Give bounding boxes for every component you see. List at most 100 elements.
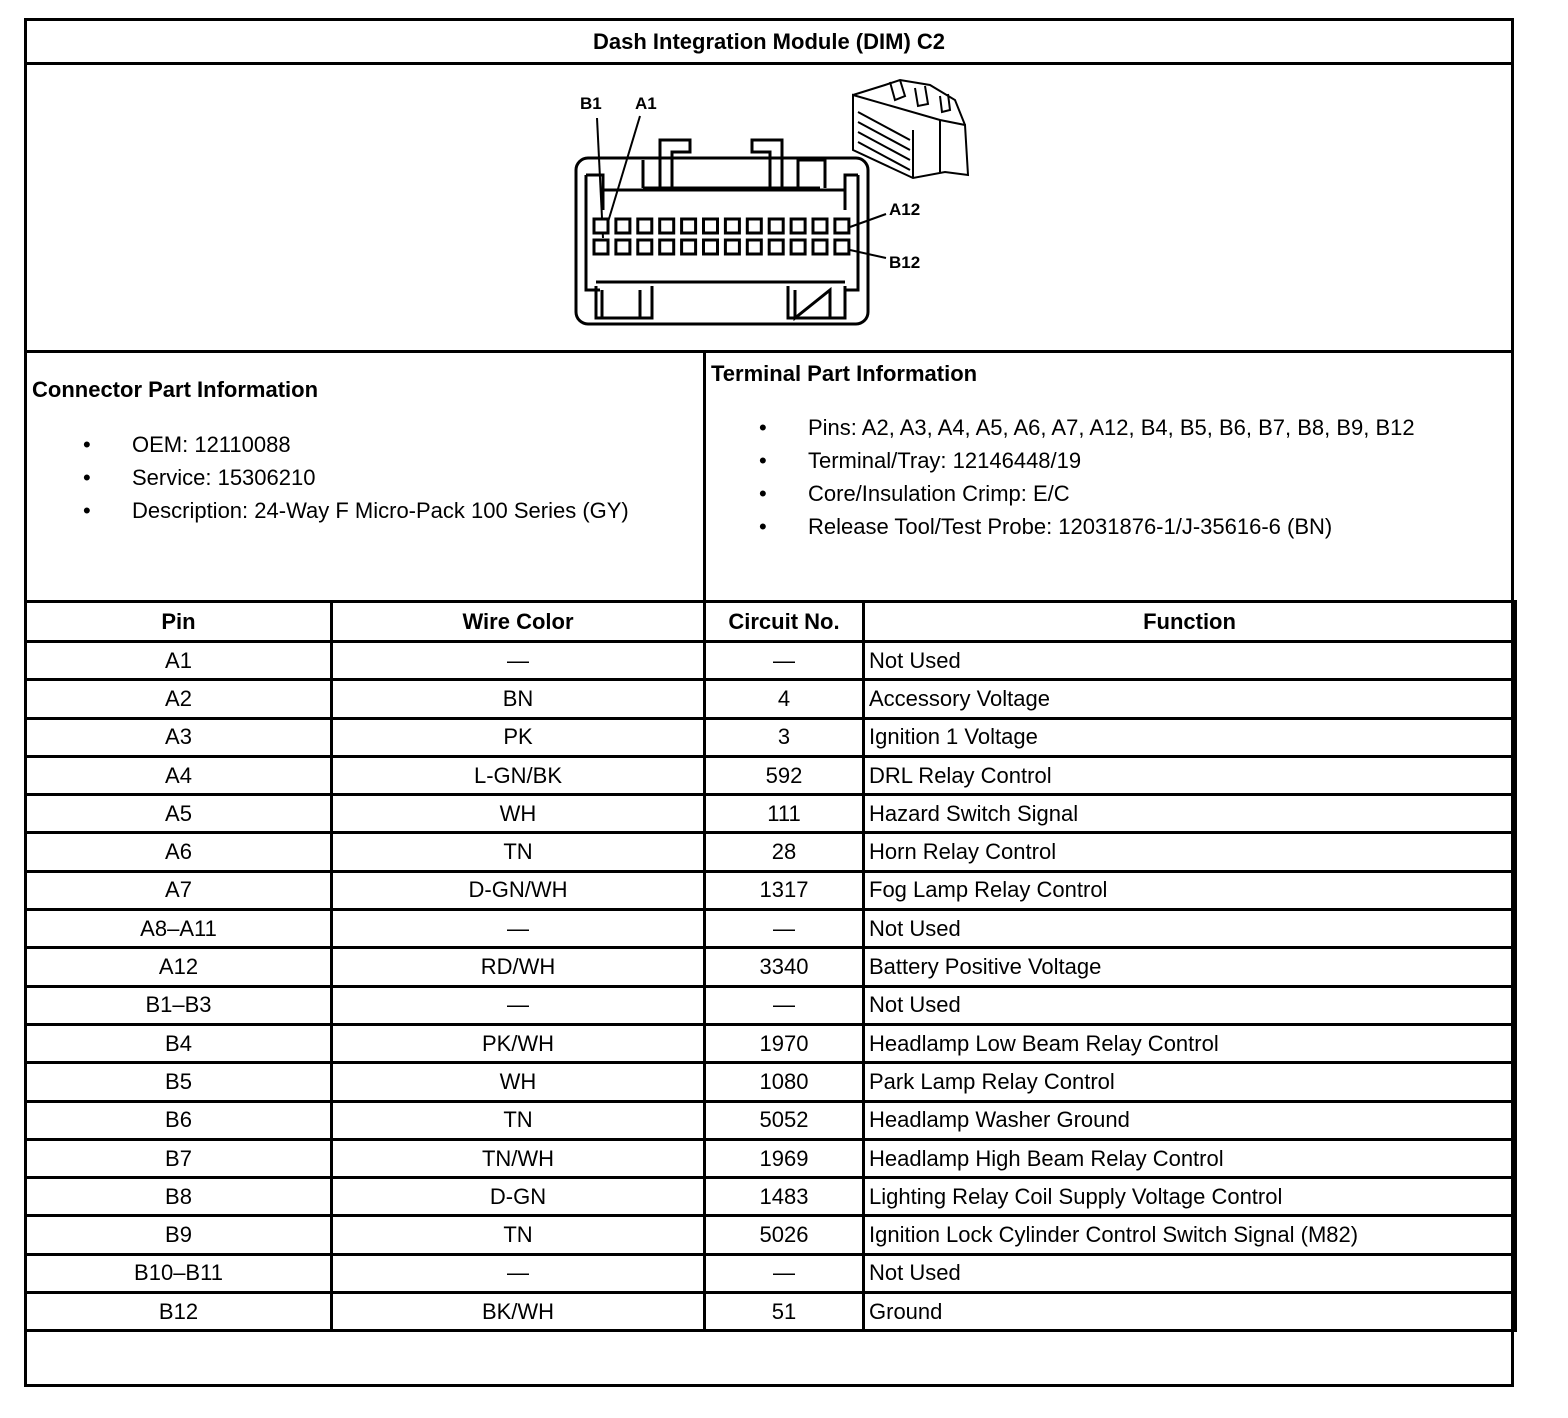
cell-wire-color: TN — [330, 1214, 706, 1256]
connector-diagram: B1 A1 A12 B12 — [27, 65, 1511, 353]
table-row: B5 WH 1080 Park Lamp Relay Control — [24, 1061, 1517, 1103]
pin-cavity — [767, 217, 785, 235]
cell-pin: A6 — [24, 831, 333, 873]
pin-cavity — [702, 217, 719, 235]
cell-function: Fog Lamp Relay Control — [862, 869, 1517, 912]
table-row: A4 L-GN/BK 592 DRL Relay Control — [24, 754, 1517, 797]
table-row: A8–A11— — Not Used — [24, 908, 1517, 950]
terminal-info-item: Pins: A2, A3, A4, A5, A6, A7, A12, B4, B… — [703, 411, 1415, 444]
label-a1: A1 — [635, 94, 657, 113]
table-header-row: Pin Wire Color Circuit No. Function — [24, 600, 1517, 643]
cell-wire-color: L-GN/BK — [330, 754, 706, 797]
cell-function: Ignition Lock Cylinder Control Switch Si… — [862, 1214, 1517, 1256]
table-row: B4 PK/WH 1970 Headlamp Low Beam Relay Contr… — [24, 1022, 1517, 1065]
pin-cavity — [811, 238, 829, 256]
connector-part-information: Connector Part Information OEM: 12110088… — [27, 353, 706, 603]
connector-info-item: OEM: 12110088 — [27, 428, 629, 461]
cell-circuit-no: 28 — [703, 831, 865, 873]
cell-pin: B5 — [24, 1061, 333, 1103]
pin-cavity — [636, 217, 654, 235]
cell-function: DRL Relay Control — [862, 754, 1517, 797]
label-b1: B1 — [580, 94, 602, 113]
terminal-info-item: Core/Insulation Crimp: E/C — [703, 477, 1415, 510]
cell-function: Not Used — [862, 639, 1517, 682]
pin-cavity — [680, 238, 698, 256]
connector-info-heading: Connector Part Information — [32, 377, 319, 402]
connector-housing-outline — [574, 156, 870, 326]
cell-circuit-no: 1317 — [703, 869, 865, 912]
cell-circuit-no: — — [703, 639, 865, 682]
header-wire-color: Wire Color — [330, 600, 706, 643]
terminal-info-item: Release Tool/Test Probe: 12031876-1/J-35… — [703, 510, 1415, 543]
cell-wire-color: PK/WH — [330, 1022, 706, 1065]
cell-pin: B9 — [24, 1214, 333, 1256]
cell-pin: A4 — [24, 754, 333, 797]
connector-info-list: OEM: 12110088 Service: 15306210 Descript… — [27, 428, 629, 527]
cell-circuit-no: — — [703, 908, 865, 950]
cell-pin: A2 — [24, 678, 333, 720]
cell-function: Headlamp Washer Ground — [862, 1099, 1517, 1141]
pin-cavity — [745, 217, 763, 235]
cell-function: Headlamp High Beam Relay Control — [862, 1137, 1517, 1180]
table-row: B7 TN/WH 1969 Headlamp High Beam Relay Cont… — [24, 1137, 1517, 1180]
cell-function: Headlamp Low Beam Relay Control — [862, 1022, 1517, 1065]
connector-info-item: Description: 24-Way F Micro-Pack 100 Ser… — [27, 494, 629, 527]
cell-pin: A3 — [24, 716, 333, 758]
pin-cavity — [767, 238, 785, 256]
label-a12: A12 — [889, 200, 920, 219]
table-row: A5 WH 111 Hazard Switch Signal — [24, 793, 1517, 835]
pin-cavity — [723, 238, 741, 256]
cell-pin: B12 — [24, 1291, 333, 1333]
cell-function: Lighting Relay Coil Supply Voltage Contr… — [862, 1176, 1517, 1218]
table-row: B6 TN 5052 Headlamp Washer Ground — [24, 1099, 1517, 1141]
table-row: A2 BN 4 Accessory Voltage — [24, 678, 1517, 720]
connector-end-view-sheet: Dash Integration Module (DIM) C2 — [24, 18, 1517, 1387]
cell-function: Horn Relay Control — [862, 831, 1517, 873]
connector-3d-view — [852, 78, 970, 180]
cell-wire-color: BK/WH — [330, 1291, 706, 1333]
cell-wire-color: WH — [330, 793, 706, 835]
table-row: A6 TN 28 Horn Relay Control — [24, 831, 1517, 873]
cell-circuit-no: 5052 — [703, 1099, 865, 1141]
cell-wire-color: TN — [330, 1099, 706, 1141]
cell-wire-color: — — [330, 984, 706, 1026]
terminal-info-list: Pins: A2, A3, A4, A5, A6, A7, A12, B4, B… — [703, 411, 1415, 543]
cell-wire-color: WH — [330, 1061, 706, 1103]
cell-wire-color: RD/WH — [330, 946, 706, 988]
cell-pin: B8 — [24, 1176, 333, 1218]
cell-pin: B4 — [24, 1022, 333, 1065]
cell-wire-color: — — [330, 908, 706, 950]
cell-wire-color: TN/WH — [330, 1137, 706, 1180]
connector-info-item: Service: 15306210 — [27, 461, 629, 494]
cell-function: Park Lamp Relay Control — [862, 1061, 1517, 1103]
cell-pin: A12 — [24, 946, 333, 988]
table-row: A12 RD/WH 3340 Battery Positive Voltage — [24, 946, 1517, 988]
cell-function: Accessory Voltage — [862, 678, 1517, 720]
cell-circuit-no: 1970 — [703, 1022, 865, 1065]
cell-circuit-no: 1969 — [703, 1137, 865, 1180]
cell-wire-color: — — [330, 1252, 706, 1295]
cell-circuit-no: 5026 — [703, 1214, 865, 1256]
cell-wire-color: D-GN — [330, 1176, 706, 1218]
cell-pin: B6 — [24, 1099, 333, 1141]
terminal-part-information: Terminal Part Information Pins: A2, A3, … — [706, 353, 1514, 603]
pin-cavity — [789, 217, 807, 235]
pin-cavity — [833, 217, 851, 235]
label-b12: B12 — [889, 253, 920, 272]
cell-circuit-no: 51 — [703, 1291, 865, 1333]
table-row: A1— — Not Used — [24, 639, 1517, 682]
cell-function: Battery Positive Voltage — [862, 946, 1517, 988]
terminal-info-heading: Terminal Part Information — [711, 361, 978, 386]
pin-cavity — [833, 238, 851, 256]
pin-cavity — [811, 217, 829, 235]
pin-cavity — [723, 217, 741, 235]
pin-cavity — [789, 238, 807, 256]
cell-pin: A7 — [24, 869, 333, 912]
table-row: B12 BK/WH 51 Ground — [24, 1291, 1517, 1333]
cell-function: Ground — [862, 1291, 1517, 1333]
pin-cavity — [658, 217, 676, 235]
cell-function: Ignition 1 Voltage — [862, 716, 1517, 758]
table-row: A3 PK 3 Ignition 1 Voltage — [24, 716, 1517, 758]
cell-circuit-no: 4 — [703, 678, 865, 720]
cell-circuit-no: 3 — [703, 716, 865, 758]
